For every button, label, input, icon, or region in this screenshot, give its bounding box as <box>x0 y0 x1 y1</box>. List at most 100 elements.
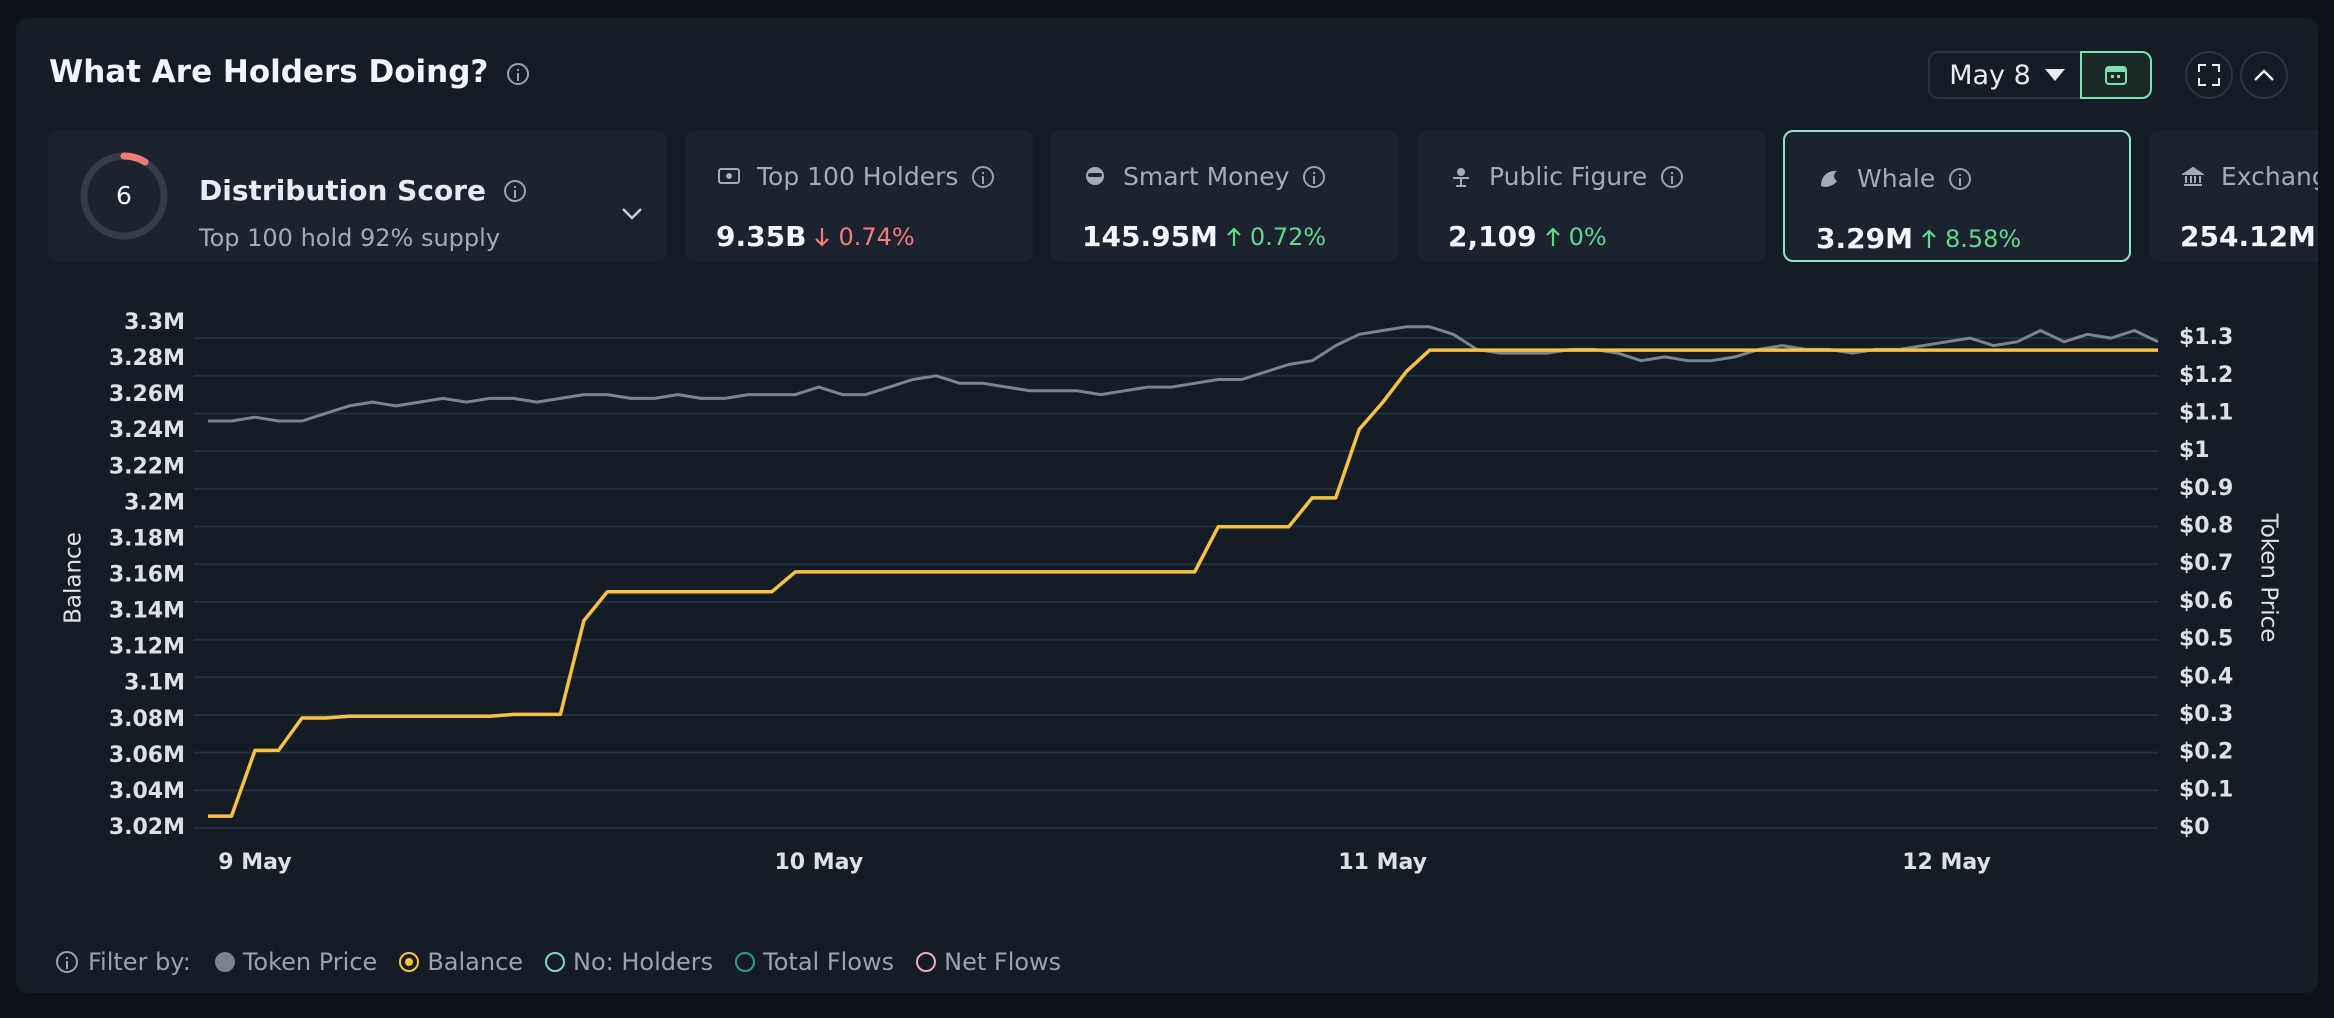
y-tick-label: 3.18M <box>109 526 185 551</box>
metric-card[interactable]: Public Figure 2,109 0% <box>1417 130 1765 262</box>
y-tick-label: 3.28M <box>109 346 185 371</box>
card-label: Top 100 Holders <box>757 162 959 191</box>
info-icon[interactable] <box>507 62 530 85</box>
info-icon[interactable] <box>1661 165 1684 188</box>
legend-label: Token Price <box>242 948 378 976</box>
y-tick-label: 3.08M <box>109 707 185 732</box>
score-gauge: 6 <box>80 152 168 240</box>
y2-tick-label: $0.4 <box>2179 664 2233 689</box>
y2-tick-label: $0.8 <box>2179 514 2233 539</box>
y2-tick-label: $0.5 <box>2179 627 2233 652</box>
title: What Are Holders Doing? <box>49 54 489 90</box>
card-value: 254.12M <box>2180 220 2316 253</box>
fullscreen-button[interactable] <box>2185 51 2233 99</box>
legend-item[interactable]: Token Price <box>214 948 378 976</box>
legend-item[interactable]: Net Flows <box>916 948 1061 976</box>
y2-tick-label: $0.6 <box>2179 589 2233 614</box>
y2-tick-label: $1.1 <box>2179 400 2233 425</box>
y-tick-label: 3.06M <box>109 743 185 768</box>
series-line <box>208 325 2159 423</box>
card-value: 3.29M <box>1816 222 1913 255</box>
card-value-row: 254.12M <box>2180 220 2316 253</box>
card-value: 2,109 <box>1448 220 1537 253</box>
y2-tick-label: $0 <box>2179 815 2210 840</box>
legend-swatch <box>545 952 566 972</box>
y2-axis-label: Token Price <box>2256 513 2282 643</box>
chevron <box>622 208 642 220</box>
card-icon <box>1821 170 1837 187</box>
legend-item[interactable]: Total Flows <box>735 948 894 976</box>
series-line <box>208 348 2158 818</box>
y2-tick-label: $0.7 <box>2179 551 2233 576</box>
card-value-row: 2,109 0% <box>1448 220 1607 253</box>
y-tick-label: 3.02M <box>109 815 185 840</box>
info-icon[interactable] <box>56 951 78 973</box>
y-tick-label: 3.12M <box>109 635 185 660</box>
card-change: 8.58% <box>1944 224 2022 253</box>
x-tick-label: 12 May <box>1902 850 1991 875</box>
legend-swatch-center <box>405 958 414 966</box>
y-tick-label: 3.22M <box>109 454 185 479</box>
legend-item[interactable]: Balance <box>399 948 523 976</box>
metric-card[interactable]: Whale 3.29M 8.58% <box>1783 130 2131 262</box>
card-change: 0.74% <box>838 222 915 251</box>
metric-card[interactable]: Top 100 Holders 9.35B 0.74% <box>685 130 1033 262</box>
info-icon[interactable] <box>503 179 526 202</box>
metric-card[interactable]: Smart Money 145.95M 0.72% <box>1051 130 1399 262</box>
header: What Are Holders Doing? <box>49 54 530 90</box>
card-value-row: 9.35B 0.74% <box>716 220 915 253</box>
card-label-row: Whale <box>1857 164 1972 193</box>
legend-label: Total Flows <box>763 948 895 976</box>
date: May 8 <box>1949 59 2031 91</box>
x-tick-label: 11 May <box>1338 850 1427 875</box>
y-tick-label: 3.16M <box>109 563 185 588</box>
card-value: 145.95M <box>1082 220 1218 253</box>
collapse-icon <box>2254 69 2274 81</box>
info-icon[interactable] <box>1949 167 1972 190</box>
date-dropdown[interactable]: May 8 <box>1928 51 2084 99</box>
y2-tick-label: $1 <box>2179 438 2210 463</box>
card-value: 9.35B <box>716 220 807 253</box>
calendar-button[interactable] <box>2080 51 2152 99</box>
x-tick-label: 10 May <box>774 850 863 875</box>
distribution-title-row: Distribution Score <box>199 174 526 207</box>
card-label: Whale <box>1857 164 1936 193</box>
filter-label: Filter by: <box>88 948 191 976</box>
card-icon <box>2182 166 2204 186</box>
distribution-title: Distribution Score <box>199 174 486 207</box>
collapse-button[interactable] <box>2240 51 2288 99</box>
info-icon[interactable] <box>972 165 995 188</box>
y-tick-label: 3.24M <box>109 418 185 443</box>
trend-arrow <box>1227 226 1241 246</box>
card-change: 0% <box>1568 222 1607 251</box>
metric-card[interactable]: Exchange 254.12M <box>2149 130 2318 262</box>
y2-tick-label: $1.2 <box>2179 363 2233 388</box>
distribution-card[interactable]: 6 Distribution Score Top 100 hold 92% su… <box>48 130 667 262</box>
trend-arrow <box>1922 228 1936 248</box>
card-value-row: 145.95M 0.72% <box>1082 220 1326 253</box>
card-label-row: Exchange <box>2221 162 2318 191</box>
card-icon <box>1086 167 1104 185</box>
legend-swatch <box>214 952 235 972</box>
y-tick-label: 3.1M <box>124 671 185 696</box>
card-label: Public Figure <box>1489 162 1648 191</box>
card-label: Exchange <box>2221 162 2318 191</box>
legend-swatch <box>916 952 937 972</box>
info-icon[interactable] <box>1303 165 1326 188</box>
card-icon <box>1453 168 1469 187</box>
card-change: 0.72% <box>1249 222 1327 251</box>
distribution-subtitle: Top 100 hold 92% supply <box>199 224 501 252</box>
card-icon <box>718 168 740 184</box>
card-label-row: Public Figure <box>1489 162 1684 191</box>
y-tick-label: 3.26M <box>109 382 185 407</box>
card-value-row: 3.29M 8.58% <box>1816 222 2021 255</box>
y2-tick-label: $1.3 <box>2179 325 2233 350</box>
y-axis-label: Balance <box>61 532 87 624</box>
score: 6 <box>116 181 132 210</box>
legend-item[interactable]: No: Holders <box>545 948 713 976</box>
filter-bar: Filter by: Token Price Balance No: Holders… <box>56 944 1083 980</box>
y2-tick-label: $0.9 <box>2179 476 2233 501</box>
trend-arrow <box>1545 226 1560 246</box>
y-tick-label: 3.2M <box>124 490 185 515</box>
